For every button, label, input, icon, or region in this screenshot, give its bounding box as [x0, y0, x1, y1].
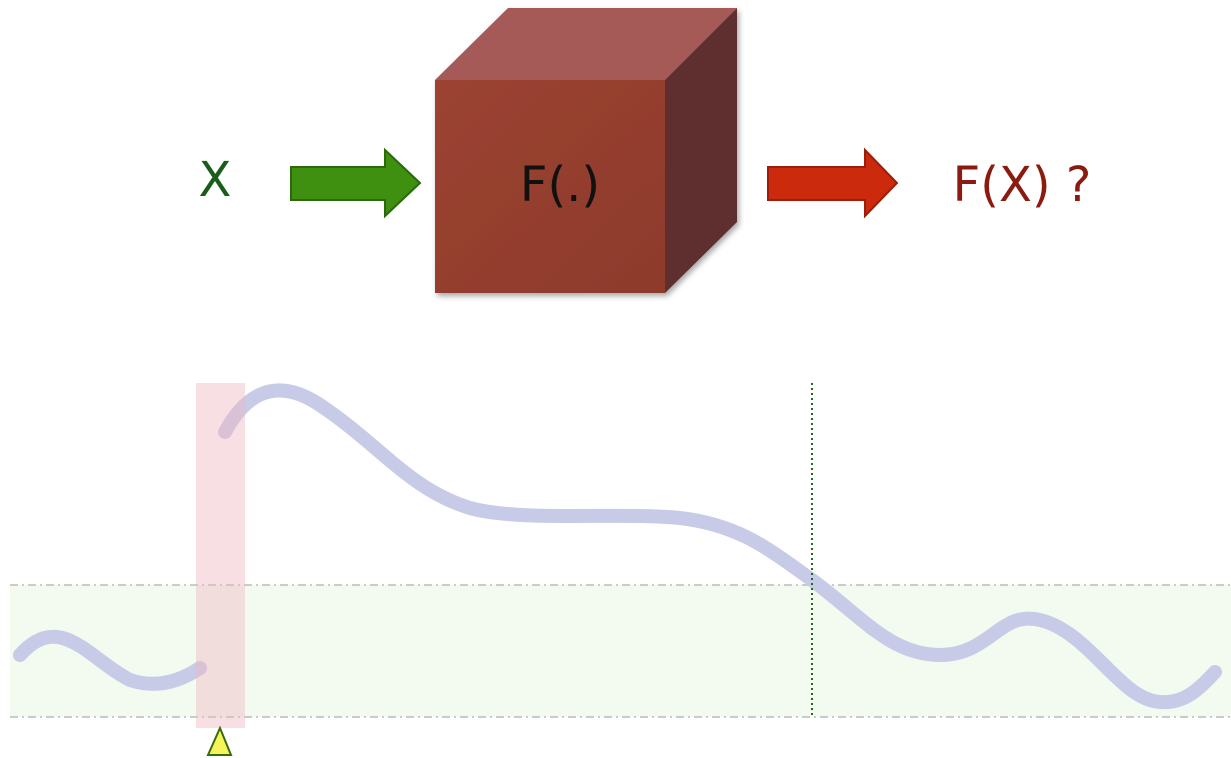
output-arrow	[768, 150, 897, 216]
input-arrow	[291, 150, 420, 216]
input-label: X	[199, 152, 232, 208]
highlight-window	[196, 383, 245, 728]
position-marker	[208, 728, 231, 755]
output-label: F(X) ?	[953, 157, 1092, 213]
diagram: F(.) X F(X) ?	[0, 0, 1231, 758]
black-box-cube	[435, 8, 737, 293]
page: F(.) X F(X) ? (() => { const data = JSON…	[0, 0, 1231, 758]
function-label: F(.)	[520, 157, 600, 213]
green-band	[10, 585, 1231, 717]
